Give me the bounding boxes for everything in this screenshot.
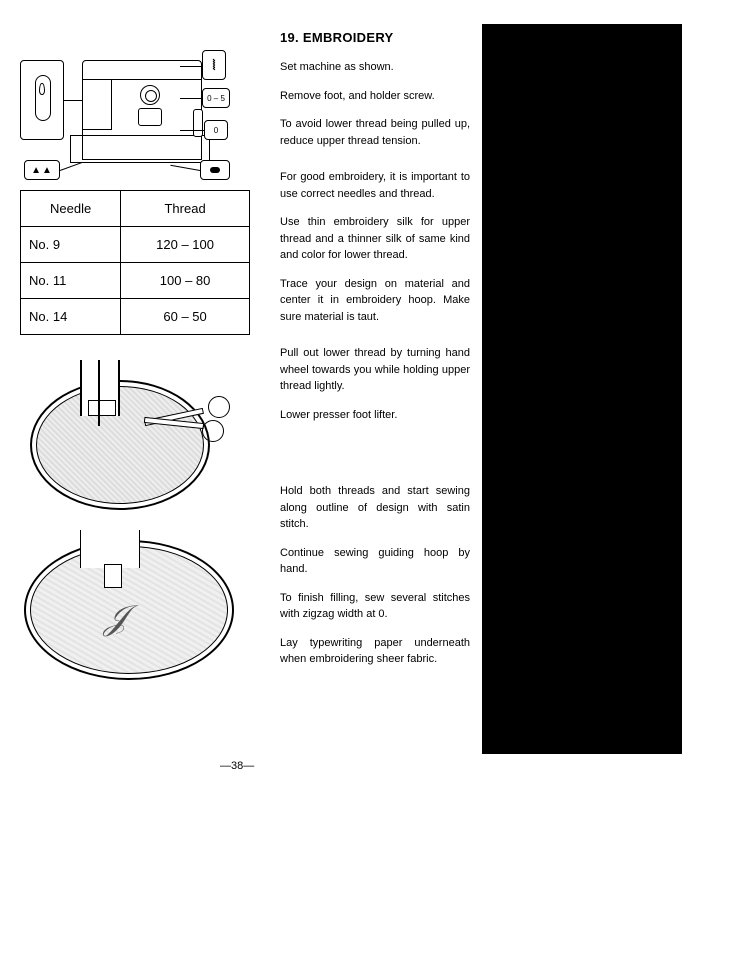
range-label: 0 – 5 <box>207 94 225 103</box>
cell-thread: 100 – 80 <box>121 263 250 299</box>
table-header-row: Needle Thread <box>21 191 250 227</box>
machine-top <box>82 60 202 80</box>
callout-zero: 0 <box>204 120 228 140</box>
lead-line <box>64 100 82 101</box>
col-thread: Thread <box>121 191 250 227</box>
hand-wheel-icon <box>193 109 203 137</box>
body-text: Lower presser foot lifter. <box>280 407 470 424</box>
lever-icon <box>39 83 45 95</box>
body-text: For good embroidery, it is important to … <box>280 169 470 202</box>
callout-feed-dog: ▲▲ <box>24 160 60 180</box>
presser-bar-icon <box>80 360 120 416</box>
lead-line <box>170 165 200 171</box>
needle-thread-table: Needle Thread No. 9 120 – 100 No. 11 100… <box>20 190 250 335</box>
zigzag-icon: ⦚ <box>213 60 216 70</box>
needle-icon <box>98 360 100 426</box>
body-text: Hold both threads and start sewing along… <box>280 483 470 533</box>
cell-thread: 60 – 50 <box>121 299 250 335</box>
body-text: To avoid lower thread being pulled up, r… <box>280 116 470 149</box>
cell-thread: 120 – 100 <box>121 227 250 263</box>
table-row: No. 14 60 – 50 <box>21 299 250 335</box>
embroidery-design-icon: 𝒥 <box>104 600 127 638</box>
lead-line <box>180 130 204 131</box>
right-column: 19. EMBROIDERY Set machine as shown. Rem… <box>280 30 470 680</box>
body-text: Remove foot, and holder screw. <box>280 88 470 105</box>
col-needle: Needle <box>21 191 121 227</box>
body-text: To finish filling, sew several stitches … <box>280 590 470 623</box>
callout-reverse <box>200 160 230 180</box>
body-text: Use thin embroidery silk for upper threa… <box>280 214 470 264</box>
sewing-machine-diagram: ▲▲ ⦚ 0 – 5 0 <box>20 30 230 170</box>
cell-needle: No. 14 <box>21 299 121 335</box>
left-column: ▲▲ ⦚ 0 – 5 0 Needle Thread No. 9 120 – 1… <box>20 30 250 700</box>
triangles-icon: ▲▲ <box>31 165 53 176</box>
dot-icon <box>210 167 220 173</box>
cell-needle: No. 11 <box>21 263 121 299</box>
table-row: No. 9 120 – 100 <box>21 227 250 263</box>
callout-range: 0 – 5 <box>202 88 230 108</box>
lead-line <box>60 162 83 171</box>
lead-line <box>180 98 202 99</box>
machine-arm <box>82 80 112 130</box>
scissors-icon <box>144 390 234 450</box>
machine-arm-icon <box>80 530 140 568</box>
presser-foot-icon <box>104 564 122 588</box>
body-text: Set machine as shown. <box>280 59 470 76</box>
body-text: Pull out lower thread by turning hand wh… <box>280 345 470 395</box>
callout-presser-lever <box>20 60 64 140</box>
body-text: Trace your design on material and center… <box>280 276 470 326</box>
cell-needle: No. 9 <box>21 227 121 263</box>
body-text: Continue sewing guiding hoop by hand. <box>280 545 470 578</box>
illustration-hoop-scissors <box>20 360 240 510</box>
stitch-dial-icon <box>138 108 162 126</box>
illustration-hoop-design: 𝒥 <box>20 530 240 680</box>
page-number: —38— <box>220 760 254 772</box>
table-row: No. 11 100 – 80 <box>21 263 250 299</box>
body-text: Lay typewriting paper underneath when em… <box>280 635 470 668</box>
scan-black-strip <box>482 24 682 754</box>
tension-dial-icon <box>140 85 160 105</box>
lead-line <box>180 66 202 67</box>
zero-label: 0 <box>214 126 218 135</box>
section-heading: 19. EMBROIDERY <box>280 30 470 45</box>
callout-zigzag: ⦚ <box>202 50 226 80</box>
